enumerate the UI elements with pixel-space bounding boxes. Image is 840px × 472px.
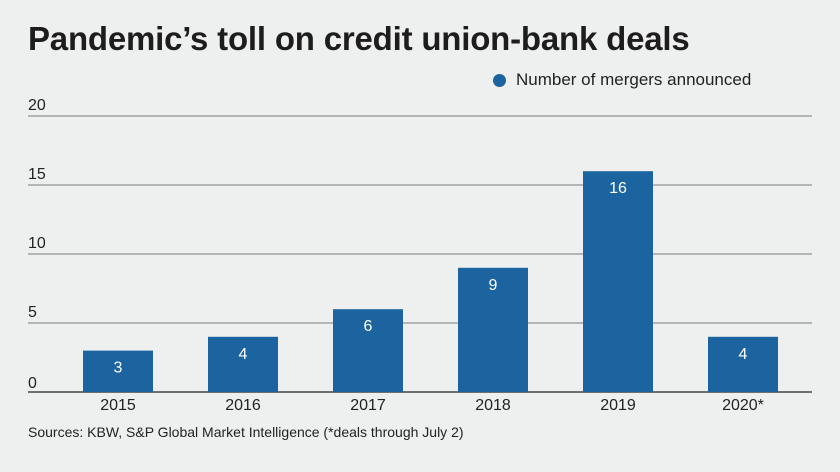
legend: Number of mergers announced [493,70,751,90]
bar-value-label: 6 [364,318,373,335]
bar-value-label: 4 [239,346,248,363]
bar-value-label: 16 [609,180,627,197]
bar [333,309,403,392]
y-tick-label: 20 [28,97,46,114]
x-tick-label: 2016 [225,397,261,414]
bar [583,171,653,392]
y-tick-label: 10 [28,235,46,252]
legend-marker [493,73,506,87]
y-tick-label: 0 [28,375,37,392]
bar [458,267,528,392]
legend-label: Number of mergers announced [516,70,752,89]
bar-value-label: 4 [739,346,748,363]
x-tick-label: 2015 [100,397,136,414]
x-tick-label: 2018 [475,397,511,414]
bar [208,336,278,392]
x-tick-label: 2020* [722,397,764,414]
bar [708,336,778,392]
x-tick-label: 2019 [600,397,636,414]
y-tick-label: 5 [28,304,37,321]
bar [83,350,153,392]
bar-value-label: 3 [114,360,123,377]
source-note: Sources: KBW, S&P Global Market Intellig… [28,424,464,440]
chart-title: Pandemic’s toll on credit union-bank dea… [28,20,690,57]
x-tick-label: 2017 [350,397,386,414]
bar-value-label: 9 [489,277,498,294]
y-tick-label: 15 [28,166,46,183]
